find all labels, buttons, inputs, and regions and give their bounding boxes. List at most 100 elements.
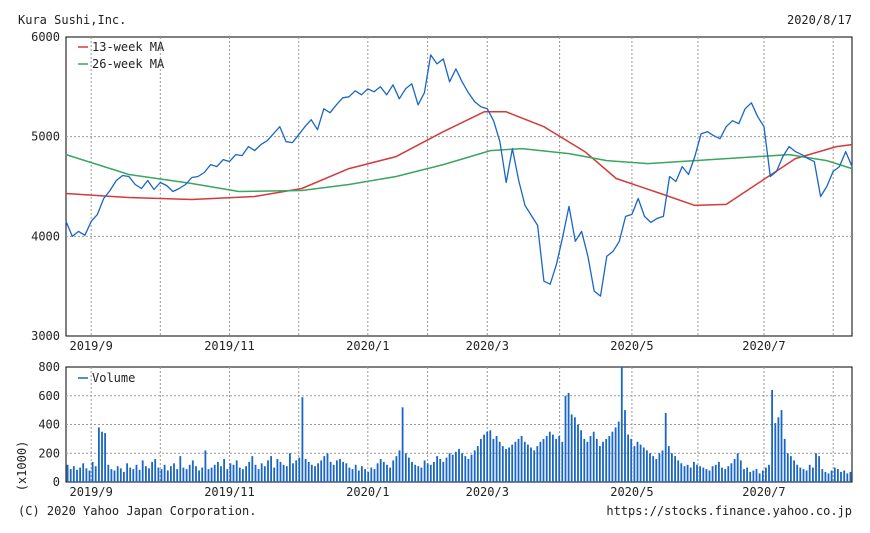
volume-bar [755,469,758,482]
volume-bar [292,463,294,482]
volume-bar [608,436,611,482]
volume-bar [148,468,150,482]
y-tick-label: 6000 [31,30,60,44]
volume-bar [501,446,504,482]
volume-bar [536,446,539,482]
volume-bar [76,469,78,482]
volume-bar [176,469,179,482]
volume-bar [182,467,185,482]
volume-bar [655,459,658,482]
volume-bar [505,448,507,482]
price-line [65,54,853,297]
x-tick-label: 2020/3 [466,485,509,499]
volume-bar [166,470,169,482]
y-tick-label: 0 [53,475,60,489]
volume-bar [833,467,836,482]
volume-bar [154,459,157,482]
x-tick-label: 2020/7 [742,339,785,353]
volume-bar [827,473,830,482]
volume-bar [245,466,247,482]
volume-bar [448,453,451,483]
volume-bar [552,434,554,482]
volume-bar [260,463,263,482]
price-y-axis: 3000 4000 5000 6000 [31,30,60,343]
price-panel: 3000 4000 5000 6000 2019/9 2019/11 2020/1 2020… [31,30,853,353]
y-tick-label: 200 [38,446,60,460]
volume-bar [423,460,426,482]
price-x-axis: 2019/9 2019/11 2020/1 2020/3 2020/5 2020/7 [69,339,785,353]
volume-bar [574,417,576,482]
volume-bar [339,459,341,482]
x-tick-label: 2020/1 [346,339,389,353]
volume-bar [455,451,457,482]
volume-bar [210,467,213,482]
volume-bar [439,459,442,482]
volume-bar [66,464,69,483]
volume-bar [714,464,717,483]
volume-bar [642,447,645,482]
volume-bar [398,450,401,482]
volume-bar [119,468,122,482]
volume-bar [386,464,388,483]
volume-bar [404,453,407,483]
volume-bar [580,430,582,483]
volume-bar [805,470,808,482]
volume-bar [382,461,385,482]
volume-bar [267,460,269,482]
volume-bar [602,441,604,483]
volume-bar [433,461,435,482]
volume-bar [72,466,75,482]
volume-bar [235,460,238,482]
volume-bar [129,467,132,482]
volume-bar [464,456,467,482]
volume-y-axis: 0 200 400 600 800 [38,360,60,489]
chart-date: 2020/8/17 [787,13,852,27]
legend-label-ma26: 26-week MA [92,57,165,71]
volume-bar [451,454,454,482]
volume-bar [257,469,260,482]
volume-bar [771,390,773,482]
legend-label-volume: Volume [92,371,135,385]
volume-bar [743,469,745,482]
volume-bar [157,467,160,482]
volume-bar [417,466,420,482]
volume-bar [314,466,316,482]
volume-bar [664,413,667,482]
volume-bar [843,470,846,482]
volume-bars [66,367,852,483]
volume-bar [461,453,463,483]
volume-bar [586,441,589,483]
volume-bar [329,461,332,482]
volume-bar [104,433,106,482]
volume-bar [639,444,642,482]
volume-bar [116,466,119,482]
volume-bar [480,438,482,482]
volume-bar [802,469,805,482]
volume-bar [82,463,85,482]
volume-bar [583,438,586,482]
volume-bar [282,464,285,483]
y-tick-label: 4000 [31,229,60,243]
volume-bar [229,463,232,482]
volume-bar [780,410,783,482]
volume-bar [160,469,163,482]
volume-bar [799,467,802,482]
volume-bar [301,397,304,482]
price-series [65,54,853,297]
volume-bar [517,438,520,482]
volume-bar [273,467,276,482]
volume-bar [379,459,382,482]
volume-bar [401,407,404,483]
volume-bar [207,469,210,482]
volume-bar [213,464,216,483]
volume-bar [815,453,817,483]
volume-bar [533,450,536,482]
volume-bar [342,461,344,482]
volume-bar [548,431,551,482]
volume-bar [220,466,222,482]
ma13-line [65,111,853,207]
volume-bar [94,466,97,482]
volume-bar [768,464,770,483]
volume-bar [749,471,752,482]
